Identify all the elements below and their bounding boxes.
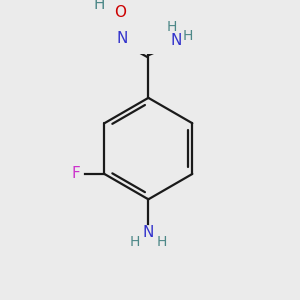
Text: N: N xyxy=(170,33,182,48)
Text: H: H xyxy=(167,20,177,34)
Text: H: H xyxy=(182,28,193,43)
Text: H: H xyxy=(130,235,140,249)
Text: F: F xyxy=(71,167,80,182)
Text: N: N xyxy=(143,225,154,240)
Text: N: N xyxy=(116,31,128,46)
Text: H: H xyxy=(156,235,167,249)
Text: O: O xyxy=(115,5,127,20)
Text: H: H xyxy=(94,0,105,12)
